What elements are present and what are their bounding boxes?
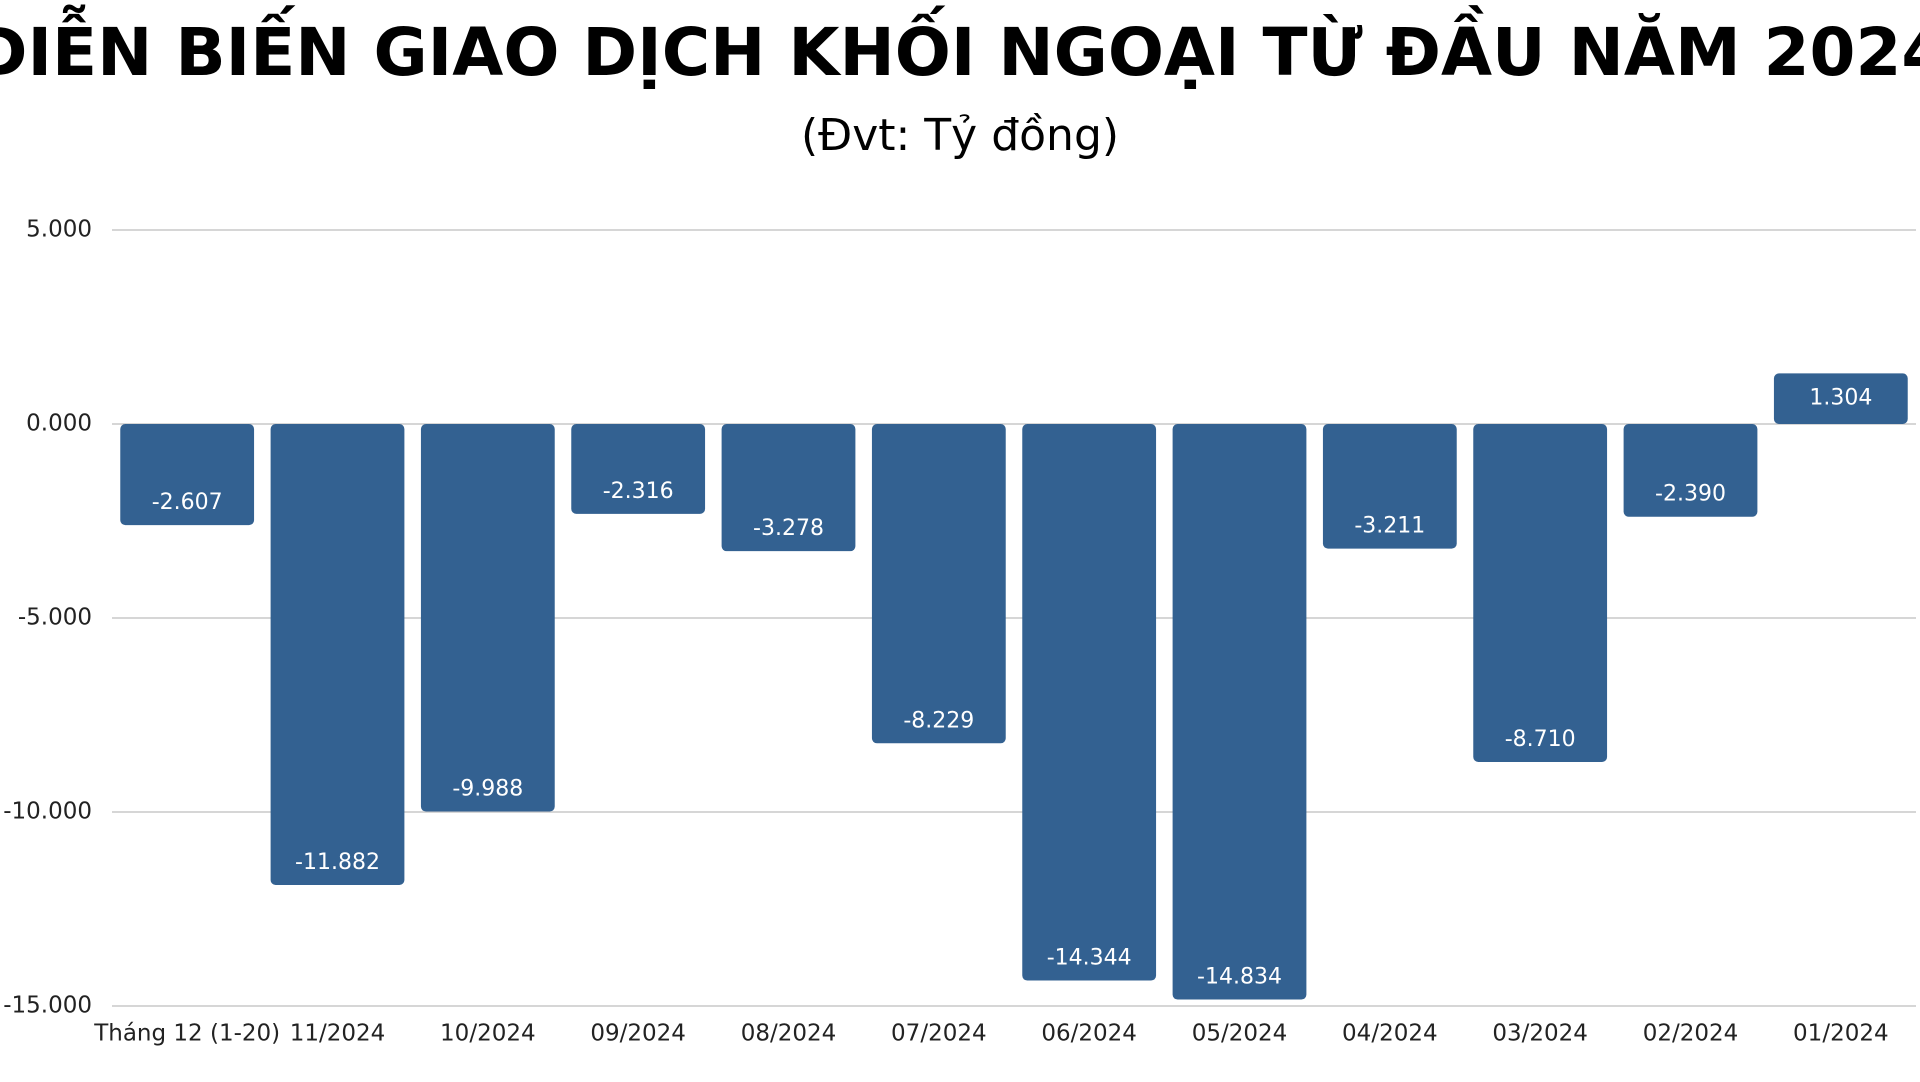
y-tick-label: -15.000: [3, 993, 92, 1019]
x-tick-label: 07/2024: [891, 1021, 987, 1047]
x-tick-label: 02/2024: [1643, 1021, 1739, 1047]
x-tick-label: Tháng 12 (1-20): [93, 1021, 280, 1047]
x-tick-label: 06/2024: [1041, 1021, 1137, 1047]
x-tick-label: 04/2024: [1342, 1021, 1438, 1047]
bar: [1172, 424, 1307, 1000]
value-label: -3.278: [753, 516, 824, 541]
chart-subtitle: (Đvt: Tỷ đồng): [801, 110, 1119, 161]
bar: [270, 424, 405, 886]
bar: [420, 424, 555, 812]
y-tick-label: 0.000: [26, 411, 92, 437]
value-label: -8.710: [1505, 727, 1576, 752]
x-tick-label: 10/2024: [440, 1021, 536, 1047]
x-tick-label: 11/2024: [290, 1021, 386, 1047]
y-tick-label: 5.000: [26, 217, 92, 243]
bar: [871, 424, 1006, 744]
bar: [1773, 373, 1908, 424]
bar: [1623, 424, 1758, 517]
bar: [1022, 424, 1157, 981]
value-label: -11.882: [295, 850, 380, 875]
value-label: -14.344: [1047, 946, 1132, 971]
x-tick-label: 01/2024: [1793, 1021, 1889, 1047]
bar: [1322, 424, 1457, 549]
bar: [721, 424, 856, 552]
bar: [1473, 424, 1608, 762]
value-label: -2.316: [603, 479, 674, 504]
value-label: -14.834: [1197, 965, 1282, 990]
value-label: -9.988: [452, 777, 523, 802]
value-label: -3.211: [1354, 514, 1425, 539]
value-label: -2.390: [1655, 482, 1726, 507]
bar: [571, 424, 706, 514]
y-tick-label: -5.000: [18, 605, 92, 631]
value-label: -8.229: [903, 708, 974, 733]
value-label: -2.607: [152, 490, 223, 515]
x-tick-label: 03/2024: [1492, 1021, 1588, 1047]
y-tick-label: -10.000: [3, 799, 92, 825]
x-tick-label: 09/2024: [590, 1021, 686, 1047]
bar: [120, 424, 255, 526]
x-tick-label: 05/2024: [1192, 1021, 1288, 1047]
chart-title: DIỄN BIẾN GIAO DỊCH KHỐI NGOẠI TỪ ĐẦU NĂ…: [0, 4, 1920, 91]
value-label: 1.304: [1809, 386, 1872, 411]
x-tick-label: 08/2024: [741, 1021, 837, 1047]
